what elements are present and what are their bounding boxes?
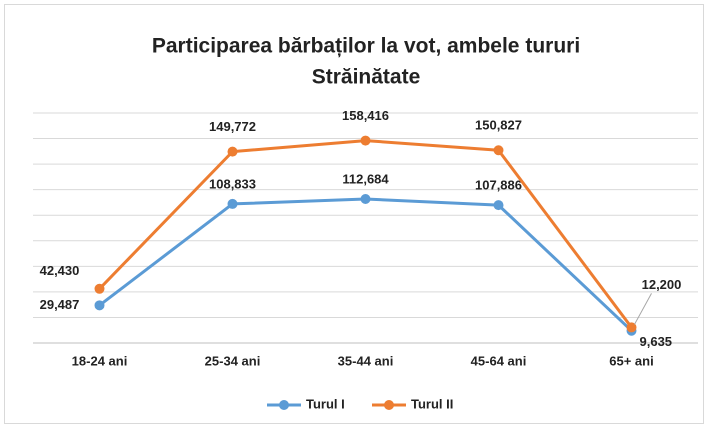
data-label: 9,635: [640, 334, 673, 349]
data-point: [360, 135, 371, 146]
data-label: 107,886: [475, 178, 522, 193]
chart-title: Participarea bărbaților la vot, ambele t…: [152, 35, 580, 58]
data-point: [94, 283, 105, 294]
data-label: 112,684: [342, 171, 389, 186]
data-label: 12,200: [642, 277, 682, 292]
data-point: [94, 300, 105, 311]
legend-label: Turul II: [411, 396, 453, 411]
data-label: 150,827: [475, 118, 522, 133]
data-point: [227, 146, 238, 157]
data-point: [493, 200, 504, 211]
data-point: [493, 145, 504, 156]
chart-border: [4, 4, 704, 424]
data-label: 108,833: [209, 176, 256, 191]
x-tick-label: 18-24 ani: [72, 353, 128, 368]
leader-line: [634, 293, 652, 325]
x-tick-label: 35-44 ani: [338, 353, 394, 368]
data-label: 29,487: [40, 297, 80, 312]
data-label: 42,430: [40, 263, 80, 278]
data-point: [626, 322, 637, 333]
legend-swatch-marker: [384, 400, 394, 410]
x-tick-label: 65+ ani: [609, 353, 653, 368]
x-tick-label: 45-64 ani: [471, 353, 527, 368]
data-label: 149,772: [209, 119, 256, 134]
data-point: [227, 198, 238, 209]
chart-title: Străinătate: [312, 66, 421, 89]
data-label: 158,416: [342, 108, 389, 123]
data-point: [360, 194, 371, 205]
legend-swatch-marker: [279, 400, 289, 410]
x-tick-label: 25-34 ani: [205, 353, 261, 368]
legend-label: Turul I: [306, 396, 345, 411]
